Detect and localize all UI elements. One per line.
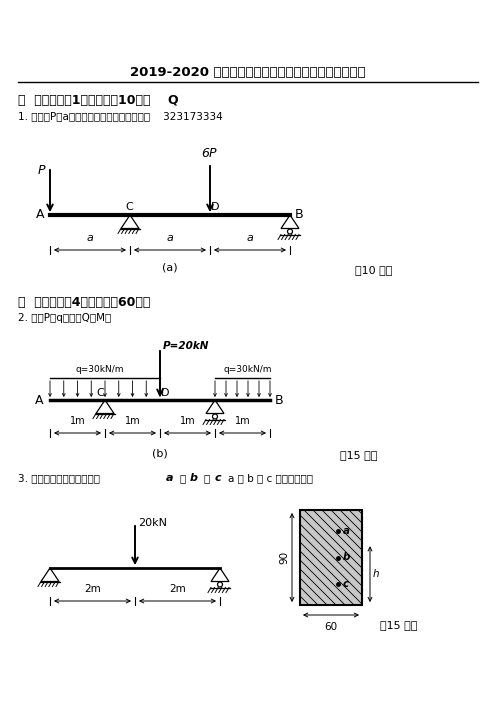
Text: 2019-2020 学年第二学期期末考试《工程力学》大作业: 2019-2020 学年第二学期期末考试《工程力学》大作业 [130,67,366,79]
Text: 、: 、 [180,473,186,483]
Text: 2. 已知P、q，试做Q、M图: 2. 已知P、q，试做Q、M图 [18,313,111,323]
Text: 3. 图示简支梁，求跨中截面: 3. 图示简支梁，求跨中截面 [18,473,100,483]
Text: c: c [215,473,221,483]
Text: 2m: 2m [84,584,101,594]
Text: a: a [166,473,174,483]
Text: a: a [342,526,350,536]
Text: 90: 90 [279,551,289,564]
Text: D: D [161,388,170,398]
Text: P: P [38,164,45,178]
Text: b: b [190,473,198,483]
Text: 二  计算题（关4题，总分倶60分）: 二 计算题（关4题，总分倶60分） [18,296,150,308]
Text: P=20kN: P=20kN [163,341,209,351]
Text: （15 分）: （15 分） [380,620,417,630]
Text: 60: 60 [324,622,338,632]
Text: 20kN: 20kN [138,518,167,528]
Text: 6P: 6P [201,147,217,160]
Text: 、: 、 [204,473,210,483]
Text: B: B [295,208,304,222]
Text: (a): (a) [162,263,178,273]
Text: b: b [342,552,350,562]
Text: 1m: 1m [235,416,250,426]
Text: A: A [35,394,43,406]
Polygon shape [300,510,362,605]
Text: 2m: 2m [169,584,186,594]
Text: 1. 如图，P、a已知，试画出剪力图和弯矩图    323173334: 1. 如图，P、a已知，试画出剪力图和弯矩图 323173334 [18,111,223,121]
Text: a: a [247,233,253,243]
Text: a: a [167,233,174,243]
Text: (b): (b) [152,448,168,458]
Text: 1m: 1m [124,416,140,426]
Text: h: h [373,569,379,579]
Text: （10 分）: （10 分） [355,265,392,275]
Text: q=30kN/m: q=30kN/m [76,365,124,374]
Text: 1m: 1m [180,416,195,426]
Text: 1m: 1m [69,416,85,426]
Text: D: D [211,202,220,212]
Text: B: B [275,394,283,406]
Text: A: A [36,208,44,222]
Text: a: a [87,233,93,243]
Text: 一  作图题（关1题，总分倶10分）    Q: 一 作图题（关1题，总分倶10分） Q [18,93,179,107]
Text: C: C [125,202,133,212]
Text: c: c [342,579,349,589]
Text: a 、 b 、 c 三点正应力。: a 、 b 、 c 三点正应力。 [228,473,313,483]
Text: q=30kN/m: q=30kN/m [223,365,272,374]
Text: （15 分）: （15 分） [340,450,377,460]
Text: C: C [96,388,104,398]
